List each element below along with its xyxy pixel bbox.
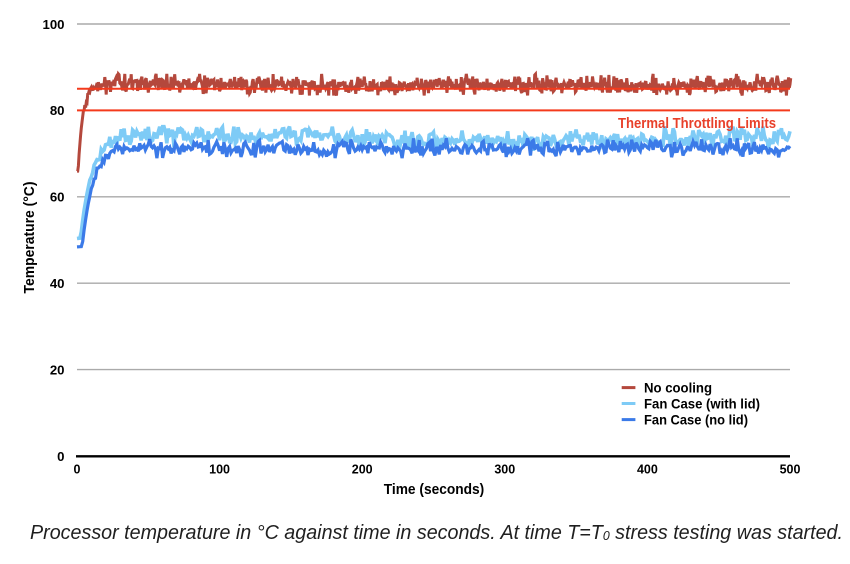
svg-text:Fan Case (no lid): Fan Case (no lid) [644, 412, 748, 428]
svg-text:80: 80 [50, 103, 65, 118]
svg-text:No cooling: No cooling [644, 380, 712, 396]
svg-text:Fan Case (with lid): Fan Case (with lid) [644, 396, 760, 412]
svg-text:Time (seconds): Time (seconds) [384, 481, 485, 498]
svg-text:200: 200 [352, 463, 373, 477]
svg-text:Processor temperature in °C ag: Processor temperature in °C against time… [30, 522, 843, 544]
svg-text:500: 500 [780, 463, 801, 477]
svg-text:300: 300 [494, 463, 515, 477]
svg-text:100: 100 [42, 17, 64, 32]
svg-text:Thermal Throttling Limits: Thermal Throttling Limits [618, 116, 776, 132]
svg-text:60: 60 [50, 190, 65, 205]
svg-text:100: 100 [209, 463, 230, 477]
svg-text:400: 400 [637, 463, 658, 477]
svg-text:40: 40 [50, 276, 65, 291]
svg-text:20: 20 [50, 362, 65, 377]
svg-text:Temperature (°C): Temperature (°C) [21, 182, 38, 294]
svg-text:0: 0 [57, 449, 64, 464]
svg-text:0: 0 [74, 463, 81, 477]
